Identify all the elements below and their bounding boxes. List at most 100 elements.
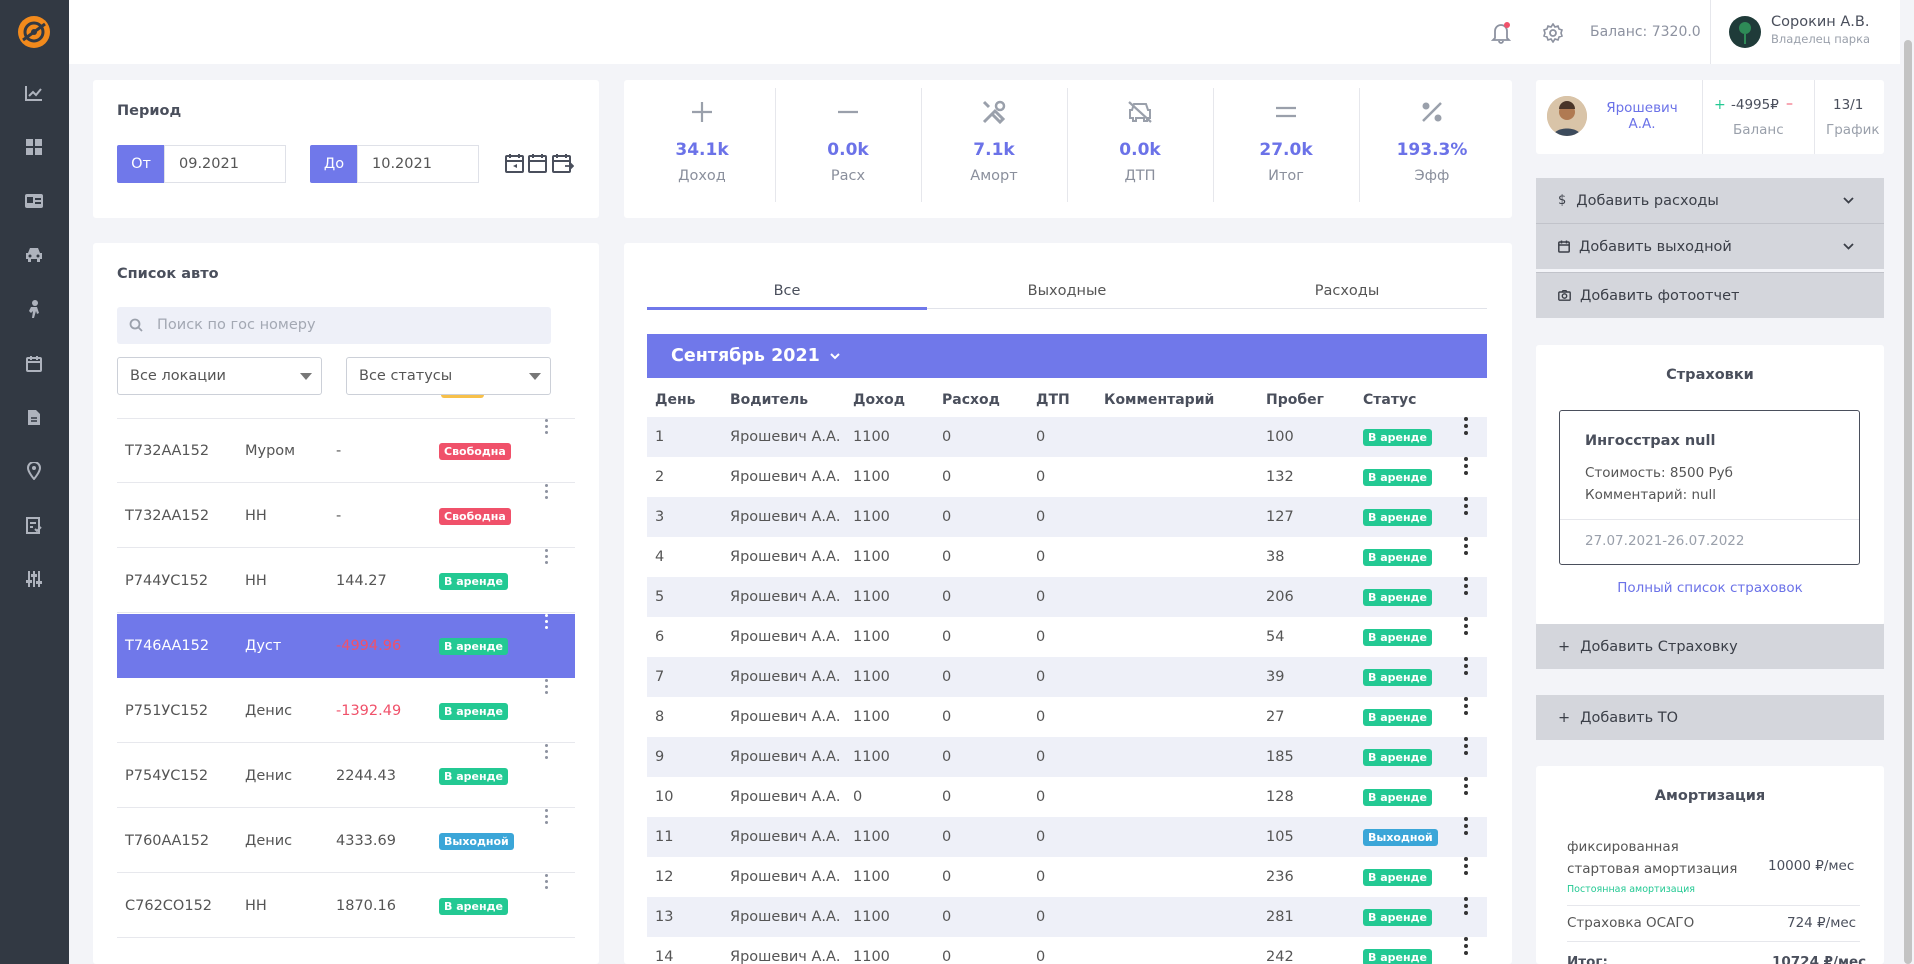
add-photo-report-button[interactable]: Добавить фотоотчет xyxy=(1536,273,1884,318)
sliders-icon[interactable] xyxy=(23,568,45,590)
driver-card xyxy=(1536,80,1884,154)
cell-mileage: 100 xyxy=(1266,429,1294,445)
stat-value: 193.3% xyxy=(1396,140,1468,160)
status-filter-value: Все статусы xyxy=(359,368,453,384)
driver-icon[interactable] xyxy=(23,298,45,320)
calendar-next-icon[interactable] xyxy=(552,153,574,173)
add-dayoff-button[interactable]: Добавить выходной xyxy=(1536,224,1884,269)
to-date-input[interactable]: 10.2021 xyxy=(357,145,479,183)
chart-icon[interactable] xyxy=(23,82,45,104)
location-icon[interactable] xyxy=(23,460,45,482)
car-row[interactable]: Т760АА152 Денис 4333.69 Выходной xyxy=(117,809,575,873)
amortization-card xyxy=(1536,766,1884,964)
balance-minus-button[interactable]: – xyxy=(1786,96,1793,112)
add-expense-button[interactable]: $ Добавить расходы xyxy=(1536,178,1884,223)
table-row[interactable]: 5 Ярошевич А.А. 1100 0 0 206 В аренде xyxy=(647,577,1487,617)
logo-icon[interactable] xyxy=(16,14,52,50)
table-row[interactable]: 11 Ярошевич А.А. 1100 0 0 105 Выходной xyxy=(647,817,1487,857)
insurance-title: Страховки xyxy=(1666,367,1754,383)
report-icon[interactable] xyxy=(23,514,45,536)
insurance-card xyxy=(1536,345,1884,625)
status-filter[interactable]: Все статусы xyxy=(346,357,551,395)
table-row[interactable]: 6 Ярошевич А.А. 1100 0 0 54 В аренде xyxy=(647,617,1487,657)
driver-balance-value: -4995₽ xyxy=(1731,97,1779,113)
user-role: Владелец парка xyxy=(1771,32,1871,46)
table-row[interactable]: 8 Ярошевич А.А. 1100 0 0 27 В аренде xyxy=(647,697,1487,737)
scrollbar-thumb[interactable] xyxy=(1904,40,1912,964)
table-row[interactable]: 3 Ярошевич А.А. 1100 0 0 127 В аренде xyxy=(647,497,1487,537)
full-insurance-list-link[interactable]: Полный список страховок xyxy=(1617,580,1803,596)
plus-icon: + xyxy=(1558,638,1571,655)
cell-expense: 0 xyxy=(942,909,952,925)
id-card-icon[interactable] xyxy=(23,190,45,212)
location-filter[interactable]: Все локации xyxy=(117,357,322,395)
cell-mileage: 242 xyxy=(1266,949,1294,964)
car-icon[interactable] xyxy=(23,244,45,266)
cell-expense: 0 xyxy=(942,509,952,525)
month-selector[interactable]: Сентябрь 2021 xyxy=(647,334,1487,378)
insurance-policy-card[interactable]: Ингосстрах null Стоимость: 8500 Руб Комм… xyxy=(1559,410,1860,565)
avatar[interactable] xyxy=(1729,16,1761,48)
car-row[interactable]: Р744УС152 НН 144.27 В аренде xyxy=(117,549,575,613)
from-date-input[interactable]: 09.2021 xyxy=(164,145,286,183)
divider xyxy=(117,418,575,419)
status-badge: В аренде xyxy=(439,702,508,720)
table-row[interactable]: 2 Ярошевич А.А. 1100 0 0 132 В аренде xyxy=(647,457,1487,497)
user-name[interactable]: Сорокин А.В. xyxy=(1771,14,1870,30)
document-icon[interactable] xyxy=(23,406,45,428)
add-insurance-button[interactable]: + Добавить Страховку xyxy=(1536,624,1884,669)
camera-icon xyxy=(1558,290,1571,301)
page-scrollbar[interactable] xyxy=(1900,0,1914,964)
grid-icon[interactable] xyxy=(23,136,45,158)
add-insurance-label: Добавить Страховку xyxy=(1580,638,1738,655)
tab-days-off[interactable]: Выходные xyxy=(1027,283,1107,299)
chevron-down-icon xyxy=(830,352,840,360)
table-row[interactable]: 9 Ярошевич А.А. 1100 0 0 185 В аренде xyxy=(647,737,1487,777)
percent-icon xyxy=(1418,98,1446,126)
table-row[interactable]: 10 Ярошевич А.А. 0 0 0 128 В аренде xyxy=(647,777,1487,817)
car-row[interactable]: Р751УС152 Денис -1392.49 В аренде xyxy=(117,679,575,743)
car-location: Денис xyxy=(245,703,293,719)
col-status: Статус xyxy=(1363,392,1417,408)
stat-amortization: 7.1k Аморт xyxy=(921,80,1067,210)
divider xyxy=(1567,905,1860,906)
car-row[interactable]: Т732АА152 НН - Свободна xyxy=(117,484,575,548)
chevron-down-icon xyxy=(1843,197,1854,204)
table-row[interactable]: 1 Ярошевич А.А. 1100 0 0 100 В аренде xyxy=(647,417,1487,457)
car-row[interactable]: Т732АА152 Муром - Свободна xyxy=(117,419,575,483)
car-row[interactable]: Т746АА152 Дуст -4994.96 В аренде xyxy=(117,614,575,678)
table-row[interactable]: 14 Ярошевич А.А. 1100 0 0 242 В аренде xyxy=(647,937,1487,964)
cell-accident: 0 xyxy=(1036,869,1046,885)
car-row[interactable]: С762СО152 НН 1870.16 В аренде xyxy=(117,874,575,938)
gear-icon[interactable] xyxy=(1543,23,1563,43)
divider xyxy=(1067,88,1068,202)
car-balance: 4333.69 xyxy=(336,833,396,849)
table-row[interactable]: 13 Ярошевич А.А. 1100 0 0 281 В аренде xyxy=(647,897,1487,937)
tools-icon xyxy=(980,98,1008,126)
balance-plus-button[interactable]: + xyxy=(1714,97,1726,113)
cell-accident: 0 xyxy=(1036,789,1046,805)
stat-total: 27.0k Итог xyxy=(1213,80,1359,210)
bell-icon[interactable] xyxy=(1491,22,1511,44)
driver-name-link[interactable]: Ярошевич А.А. xyxy=(1606,100,1678,132)
cell-income: 0 xyxy=(853,789,863,805)
table-row[interactable]: 4 Ярошевич А.А. 1100 0 0 38 В аренде xyxy=(647,537,1487,577)
stat-value: 34.1k xyxy=(675,140,729,160)
car-plate: Р744УС152 xyxy=(125,573,209,589)
calendar-prev-icon[interactable] xyxy=(505,153,525,173)
calendar-icon[interactable] xyxy=(528,153,548,173)
cell-accident: 0 xyxy=(1036,629,1046,645)
tab-all[interactable]: Все xyxy=(773,283,801,299)
status-badge: Выходной xyxy=(439,832,514,850)
car-location: НН xyxy=(245,508,267,524)
car-row[interactable]: Р754УС152 Денис 2244.43 В аренде xyxy=(117,744,575,808)
table-row[interactable]: 12 Ярошевич А.А. 1100 0 0 236 В аренде xyxy=(647,857,1487,897)
cell-day: 7 xyxy=(655,669,665,685)
table-row[interactable]: 7 Ярошевич А.А. 1100 0 0 39 В аренде xyxy=(647,657,1487,697)
add-inspection-button[interactable]: + Добавить ТО xyxy=(1536,695,1884,740)
calendar-icon[interactable] xyxy=(23,352,45,374)
tab-expenses[interactable]: Расходы xyxy=(1314,283,1380,299)
driver-avatar[interactable] xyxy=(1547,96,1587,136)
car-location: НН xyxy=(245,573,267,589)
search-input[interactable]: Поиск по гос номеру xyxy=(117,307,551,344)
